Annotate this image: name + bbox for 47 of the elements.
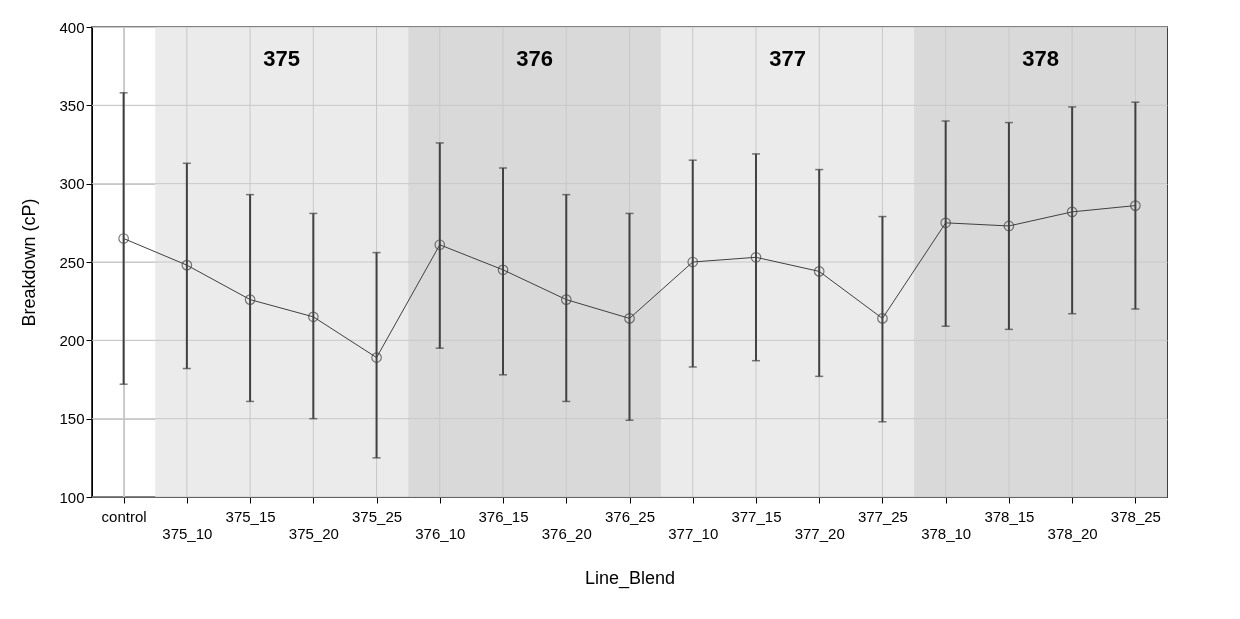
point — [1066, 206, 1078, 218]
point — [244, 294, 256, 305]
x-tick-label: 375_10 — [162, 524, 213, 542]
x-tick-label: 378_15 — [984, 507, 1035, 525]
x-tick-label: 376_15 — [478, 507, 529, 525]
point — [118, 233, 129, 244]
x-tick-label: 375_20 — [288, 524, 339, 542]
y-tick-label: 400 — [59, 18, 85, 36]
point — [687, 256, 699, 268]
x-tick-label: 377_25 — [857, 507, 908, 525]
x-tick-label: 375_15 — [225, 507, 276, 525]
point — [624, 313, 635, 324]
point — [307, 311, 319, 323]
band-label: 378 — [1022, 46, 1059, 71]
y-tick-label: 350 — [59, 96, 85, 114]
point — [1003, 220, 1015, 232]
band-label: 377 — [769, 46, 806, 71]
x-tick-label: 378_10 — [921, 524, 972, 542]
y-tick-label: 200 — [59, 331, 85, 349]
x-tick-label: 377_15 — [731, 507, 782, 525]
point — [813, 266, 825, 277]
point — [181, 259, 193, 271]
x-tick-label: 378_20 — [1047, 524, 1098, 542]
x-tick-label: control — [101, 507, 147, 525]
x-tick-label: 377_10 — [668, 524, 719, 542]
point — [497, 264, 509, 276]
band-label: 375 — [263, 46, 301, 71]
x-tick-label: 376_10 — [415, 524, 466, 542]
band-label: 376 — [516, 46, 554, 71]
y-tick-label: 300 — [59, 175, 85, 193]
point — [434, 239, 446, 251]
x-tick-label: 377_20 — [794, 524, 845, 542]
x-tick-label: 376_25 — [604, 507, 656, 525]
y-tick-label: 250 — [59, 253, 85, 271]
point — [371, 352, 382, 363]
point — [560, 294, 572, 305]
point — [1130, 200, 1141, 211]
point — [877, 313, 888, 324]
x-tick-label: 375_25 — [352, 507, 403, 525]
y-tick-label: 100 — [59, 488, 85, 506]
point — [940, 217, 952, 229]
y-tick-label: 150 — [59, 410, 85, 428]
y-axis-title: Breakdown (cP) — [19, 198, 40, 327]
x-tick-label: 378_25 — [1110, 507, 1161, 525]
x-axis-title: Line_Blend — [584, 567, 676, 589]
x-tick-label: 376_20 — [541, 524, 592, 542]
point — [750, 251, 762, 263]
